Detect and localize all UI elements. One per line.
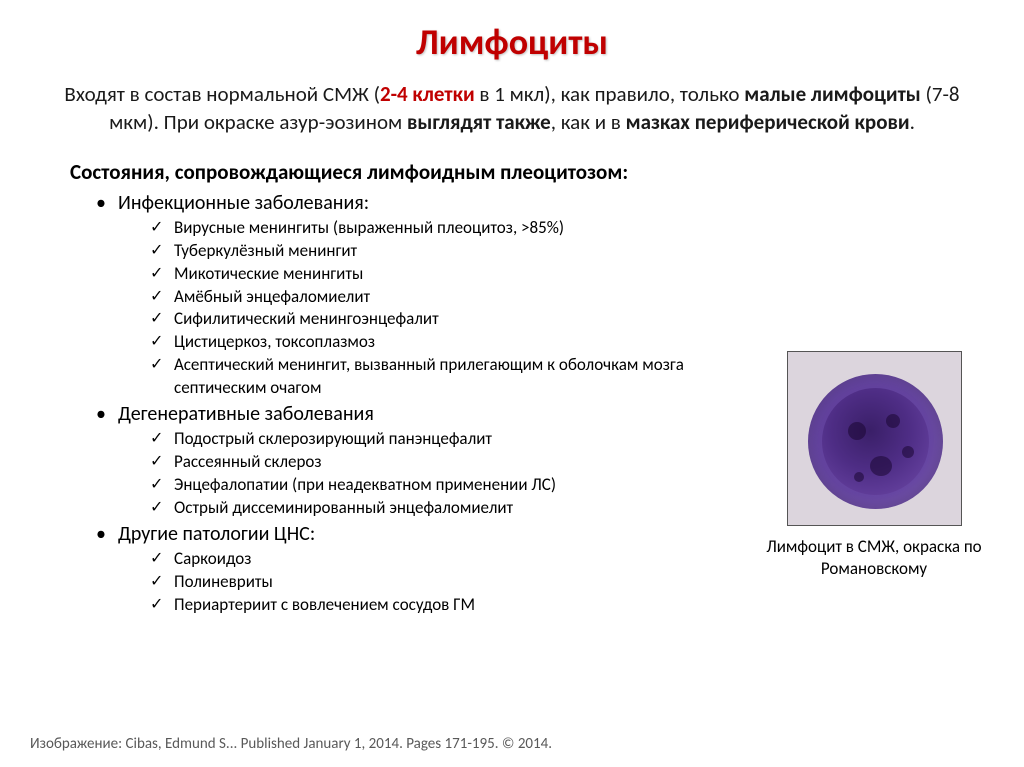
list-item: Микотические менингиты bbox=[148, 263, 764, 286]
slide-title: Лимфоциты bbox=[30, 20, 994, 64]
lymphocyte-cell-icon bbox=[808, 374, 943, 509]
chromatin-spot bbox=[848, 422, 866, 440]
chromatin-spot bbox=[902, 446, 914, 458]
list-item: Сифилитический менингоэнцефалит bbox=[148, 308, 764, 331]
list-item: Туберкулёзный менингит bbox=[148, 240, 764, 263]
intro-bold: выглядят также bbox=[407, 109, 551, 135]
figure-column: Лимфоцит в СМЖ, окраска по Романовскому bbox=[764, 351, 994, 580]
list-item: Вирусные менингиты (выраженный плеоцитоз… bbox=[148, 217, 764, 240]
intro-paragraph: Входят в состав нормальной СМЖ (2-4 клет… bbox=[50, 80, 974, 137]
list-item: Энцефалопатии (при неадекватном применен… bbox=[148, 474, 764, 497]
section-subheader: Состояния, сопровождающиеся лимфоидным п… bbox=[70, 159, 994, 185]
list-item: Амёбный энцефаломиелит bbox=[148, 286, 764, 309]
chromatin-spot bbox=[854, 472, 864, 482]
list-item: Периартериит с вовлечением сосудов ГМ bbox=[148, 594, 764, 617]
section-label: Другие патологии ЦНС: bbox=[118, 522, 315, 546]
intro-text: . bbox=[910, 109, 915, 135]
list-item: Асептический менингит, вызванный прилега… bbox=[148, 354, 764, 400]
list-item: Цистицеркоз, токсоплазмоз bbox=[148, 331, 764, 354]
list-item: Подострый склерозирующий панэнцефалит bbox=[148, 428, 764, 451]
citation-text: Изображение: Cibas, Edmund S... Publishe… bbox=[30, 735, 552, 753]
intro-bold: мазках периферической крови bbox=[626, 109, 910, 135]
chromatin-spot bbox=[886, 414, 900, 428]
intro-text: , как и в bbox=[551, 109, 626, 135]
content-row: Инфекционные заболевания: Вирусные менин… bbox=[30, 191, 994, 619]
section-label: Инфекционные заболевания: bbox=[118, 191, 369, 215]
list-item: Полиневриты bbox=[148, 571, 764, 594]
intro-text: Входят в состав нормальной СМЖ ( bbox=[64, 81, 380, 107]
figure-caption: Лимфоцит в СМЖ, окраска по Романовскому bbox=[764, 536, 984, 580]
list-item: Саркоидоз bbox=[148, 548, 764, 571]
list-item: Инфекционные заболевания: Вирусные менин… bbox=[90, 191, 764, 401]
intro-bold: малые лимфоциты bbox=[744, 81, 920, 107]
intro-highlight: 2-4 клетки bbox=[380, 81, 475, 107]
list-item: Рассеянный склероз bbox=[148, 451, 764, 474]
list-item: Другие патологии ЦНС: Саркоидоз Полиневр… bbox=[90, 522, 764, 617]
list-item: Дегенеративные заболевания Подострый скл… bbox=[90, 402, 764, 520]
chromatin-spot bbox=[870, 456, 892, 476]
bullet-lists: Инфекционные заболевания: Вирусные менин… bbox=[30, 191, 764, 619]
micrograph-image bbox=[787, 351, 962, 526]
section-label: Дегенеративные заболевания bbox=[118, 402, 374, 426]
list-item: Острый диссеминированный энцефаломиелит bbox=[148, 497, 764, 520]
intro-text: в 1 мкл), как правило, только bbox=[475, 81, 745, 107]
